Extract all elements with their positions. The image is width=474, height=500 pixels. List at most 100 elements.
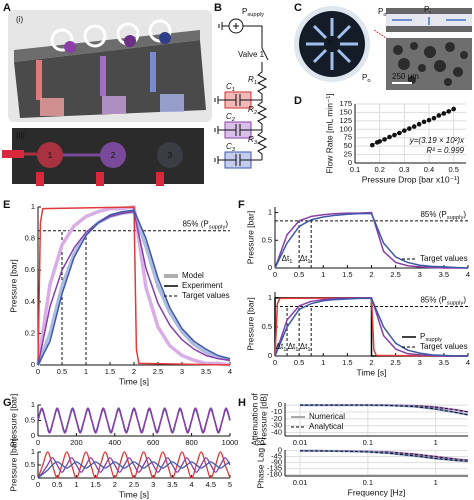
y-tick-label: 150 xyxy=(339,107,352,116)
y-tick-label: 0 xyxy=(268,351,272,360)
supply-label: Psupply xyxy=(242,7,264,17)
series-line xyxy=(274,297,468,357)
chamber-label: 2 xyxy=(111,151,116,160)
point xyxy=(426,117,432,123)
point xyxy=(402,128,407,133)
resistor-label-part: R xyxy=(248,105,254,114)
legend-label: Experiment xyxy=(182,281,223,290)
resistor-label-part: R xyxy=(248,135,254,144)
x-tick-label: 4 xyxy=(190,480,194,489)
x-tick-label: 3 xyxy=(180,367,184,376)
chamber-label: 3 xyxy=(168,151,173,160)
panel-label: F xyxy=(238,199,245,211)
x-tick-label: 0.2 xyxy=(374,165,384,174)
y-tick-label: 1 xyxy=(31,400,35,409)
point xyxy=(411,124,417,129)
y-tick-label: 0.5 xyxy=(262,235,272,244)
y-axis-label: Pressure [dB] xyxy=(258,394,268,446)
resistor-label-part: 1 xyxy=(254,80,257,86)
legend-label: Numerical xyxy=(309,412,345,421)
y-tick-label: 0.6 xyxy=(25,265,35,274)
target-label-part: 1 xyxy=(289,259,292,265)
chart: E 0 0.2 0.4 0.6 0.8 1 0 0.5 1 1.5 2 2.5 3 3.5 4 Time [s]… xyxy=(3,199,232,386)
pressure-label-part: P xyxy=(362,73,367,82)
legend-label: Target values xyxy=(182,291,230,300)
y-tick-label: -180 xyxy=(267,470,282,479)
x-tick-label: 3.5 xyxy=(439,358,449,367)
threshold-label-part: supply xyxy=(447,300,464,306)
target-label-part: 1 xyxy=(283,347,286,353)
y-tick-label: 1 xyxy=(268,293,272,302)
resistor-label-part: 2 xyxy=(253,110,258,116)
x-tick-label: 1 xyxy=(434,478,438,487)
x-tick-label: 0.1 xyxy=(363,438,373,447)
threshold-label: 85% (Psupply) xyxy=(420,296,466,306)
y-tick-label: 0.2 xyxy=(25,328,35,337)
target-label: Δt1 xyxy=(282,254,293,264)
y-tick-label: -90 xyxy=(271,458,282,467)
panel-label: E xyxy=(3,199,10,211)
x-tick-label: 1 xyxy=(321,270,325,279)
target-label-part: Δt xyxy=(300,342,308,351)
y-tick-label: 0 xyxy=(278,400,282,409)
pressure-label-part: i xyxy=(429,10,430,16)
y-tick-label: -40 xyxy=(271,428,282,437)
threshold-label-part: 85% (P xyxy=(420,296,446,305)
panel-label: G xyxy=(3,397,12,409)
series-line xyxy=(37,209,231,366)
series-line xyxy=(37,457,231,479)
y-tick-label: -30 xyxy=(271,421,282,430)
x-axis-label: Frequency [Hz] xyxy=(348,487,406,497)
point xyxy=(441,111,447,116)
y-tick-label: 175 xyxy=(339,99,352,108)
x-tick-label: 0.5 xyxy=(52,480,62,489)
pressure-label: Pi xyxy=(424,5,431,15)
inset-label: (ii) xyxy=(16,131,25,140)
y-tick-label: 0 xyxy=(31,473,35,482)
capacitor-label: C3 xyxy=(226,142,236,152)
x-tick-label: 1000 xyxy=(222,438,239,447)
target-label: Δt1 xyxy=(300,254,311,264)
resistor-label-part: R xyxy=(248,75,254,84)
threshold-label: 85% (Psupply) xyxy=(420,210,466,220)
x-tick-label: 0.5 xyxy=(448,165,458,174)
x-tick-label: 1 xyxy=(434,438,438,447)
x-tick-label: 2 xyxy=(369,358,373,367)
series-line xyxy=(37,206,231,366)
threshold-label: 85% (Psupply) xyxy=(182,220,228,230)
target-label-part: 1 xyxy=(307,347,310,353)
chart: H -40-30-20-100 0.01 0.1 1 Attenuation of Pres… xyxy=(238,393,469,447)
x-tick-label: 1.5 xyxy=(342,358,352,367)
y-tick-label: 1 xyxy=(31,447,35,456)
y-tick-label: 0 xyxy=(268,263,272,272)
series-line xyxy=(37,407,231,434)
y-axis-label: Phase Lag [°] xyxy=(255,437,265,488)
y-tick-label: -10 xyxy=(271,407,282,416)
x-tick-label: 0.01 xyxy=(293,478,308,487)
x-tick-label: 5 xyxy=(228,480,232,489)
x-tick-label: 0.5 xyxy=(57,367,67,376)
x-tick-label: 3 xyxy=(418,358,422,367)
y-tick-label: 75 xyxy=(344,133,352,142)
x-tick-label: 4 xyxy=(466,270,470,279)
x-tick-label: 2 xyxy=(369,270,373,279)
y-tick-label: 100 xyxy=(339,124,352,133)
legend-label: Target values xyxy=(420,254,468,263)
y-tick-label: 1 xyxy=(31,202,35,211)
target-label-part: Δt xyxy=(288,342,296,351)
y-tick-label: 1 xyxy=(268,208,272,217)
x-tick-label: 200 xyxy=(70,438,83,447)
annotation: y=(3.19 × 10²)x xyxy=(409,136,465,145)
series-line xyxy=(300,404,469,416)
x-tick-label: 2 xyxy=(113,480,117,489)
y-tick-label: 0 xyxy=(31,360,35,369)
x-tick-label: 0.01 xyxy=(293,438,308,447)
scale-bar-label: 250 μm xyxy=(392,72,419,81)
supply-label-part: supply xyxy=(247,12,264,18)
y-tick-label: 0 xyxy=(348,158,352,167)
resistor-label: R3 xyxy=(248,135,258,145)
x-tick-label: 3.5 xyxy=(167,480,177,489)
y-axis-label: Pressure [bar] xyxy=(8,259,18,312)
